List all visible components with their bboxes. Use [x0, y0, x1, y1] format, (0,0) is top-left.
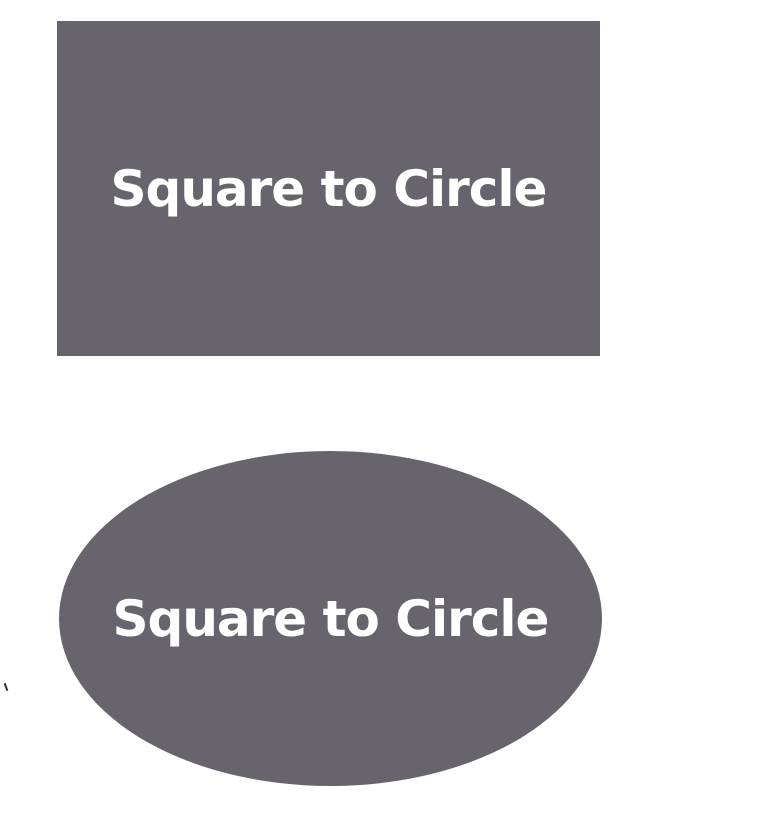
cursor-artifact — [3, 682, 9, 692]
square-shape-label: Square to Circle — [110, 159, 548, 218]
circle-shape[interactable]: Square to Circle — [59, 451, 602, 786]
square-shape[interactable]: Square to Circle — [57, 21, 600, 356]
circle-shape-label: Square to Circle — [112, 589, 550, 648]
